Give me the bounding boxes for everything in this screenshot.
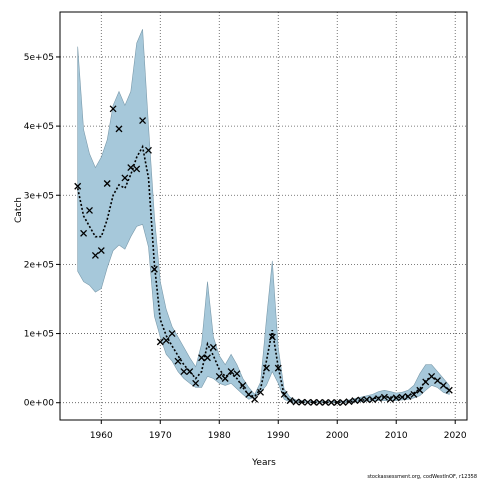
observed-point (121, 174, 129, 182)
observed-point (239, 381, 247, 389)
observed-point (339, 399, 347, 406)
observed-point (422, 378, 430, 386)
observed-point (286, 397, 294, 405)
x-tick-label: 1970 (149, 431, 172, 441)
observed-point (251, 395, 259, 403)
x-tick-label: 2000 (326, 431, 349, 441)
observed-point (227, 368, 235, 376)
observed-point (245, 390, 253, 398)
observed-point (410, 390, 418, 398)
observed-point (186, 368, 194, 376)
observed-point (316, 398, 323, 406)
observed-point (139, 117, 147, 125)
observed-point (103, 180, 111, 187)
observed-point (392, 394, 400, 402)
observed-point (97, 247, 105, 255)
observed-point (198, 354, 206, 362)
observed-point (280, 390, 288, 398)
observed-point (257, 388, 265, 396)
x-axis: 1960 1970 1980 1990 2000 2010 2020 (90, 420, 467, 441)
observed-point (268, 333, 276, 341)
observed-point (180, 368, 188, 376)
observed-point (445, 386, 453, 394)
observed-point (115, 125, 123, 133)
observed-point (150, 265, 158, 273)
source-footnote: stockassessment.org, codWestInOF, r12358 (367, 474, 477, 480)
y-tick-label: 2e+05 (24, 260, 54, 270)
observed-point (369, 396, 377, 404)
observed-point (91, 251, 99, 259)
observed-point (209, 343, 217, 351)
observed-point (292, 398, 300, 406)
observed-point (434, 377, 441, 385)
observed-point (168, 330, 176, 338)
y-axis-label: Catch (14, 197, 24, 223)
confidence-band (77, 29, 450, 403)
observed-point (404, 393, 412, 400)
observed-point (333, 399, 341, 406)
y-tick-label: 3e+05 (24, 191, 54, 201)
observed-point (127, 164, 135, 172)
observed-point (192, 379, 200, 387)
observed-point (162, 337, 170, 344)
observed-point (386, 395, 394, 403)
y-tick-label: 5e+05 (24, 53, 54, 63)
x-axis-label: Years (251, 458, 276, 468)
x-tick-label: 1980 (208, 431, 231, 441)
observed-point (298, 398, 306, 406)
observed-point (345, 398, 353, 406)
observed-point (321, 398, 329, 406)
x-tick-label: 1990 (267, 431, 290, 441)
observed-point (327, 399, 335, 406)
observed-point (109, 105, 117, 113)
observed-point (145, 146, 152, 154)
x-tick-label: 1960 (90, 431, 113, 441)
observed-markers (74, 105, 453, 406)
observed-point (174, 357, 182, 365)
observed-point (304, 398, 312, 406)
observed-point (156, 338, 164, 346)
x-tick-label: 2010 (385, 431, 408, 441)
observed-point (428, 372, 436, 380)
observed-point (380, 393, 388, 401)
observed-point (86, 207, 93, 214)
observed-point (375, 395, 382, 403)
observed-point (204, 354, 211, 362)
y-axis: 0e+00 1e+05 2e+05 3e+05 4e+05 5e+05 (24, 53, 60, 409)
y-tick-label: 1e+05 (24, 330, 54, 340)
observed-point (274, 364, 282, 372)
observed-point (398, 393, 406, 401)
x-tick-label: 2020 (444, 431, 467, 441)
observed-point (363, 396, 371, 404)
observed-point (233, 370, 241, 378)
y-tick-label: 0e+00 (24, 399, 55, 409)
grid (60, 12, 467, 420)
observed-point (357, 396, 365, 404)
observed-point (262, 364, 270, 372)
observed-point (133, 165, 141, 173)
observed-point (215, 372, 223, 380)
observed-point (221, 375, 229, 382)
observed-point (74, 182, 82, 190)
observed-point (416, 386, 424, 394)
plot-frame (59, 11, 468, 421)
observed-point (351, 397, 359, 405)
observed-point (80, 229, 88, 237)
observed-point (310, 398, 318, 406)
y-tick-label: 4e+05 (24, 122, 54, 132)
observed-point (439, 381, 447, 389)
